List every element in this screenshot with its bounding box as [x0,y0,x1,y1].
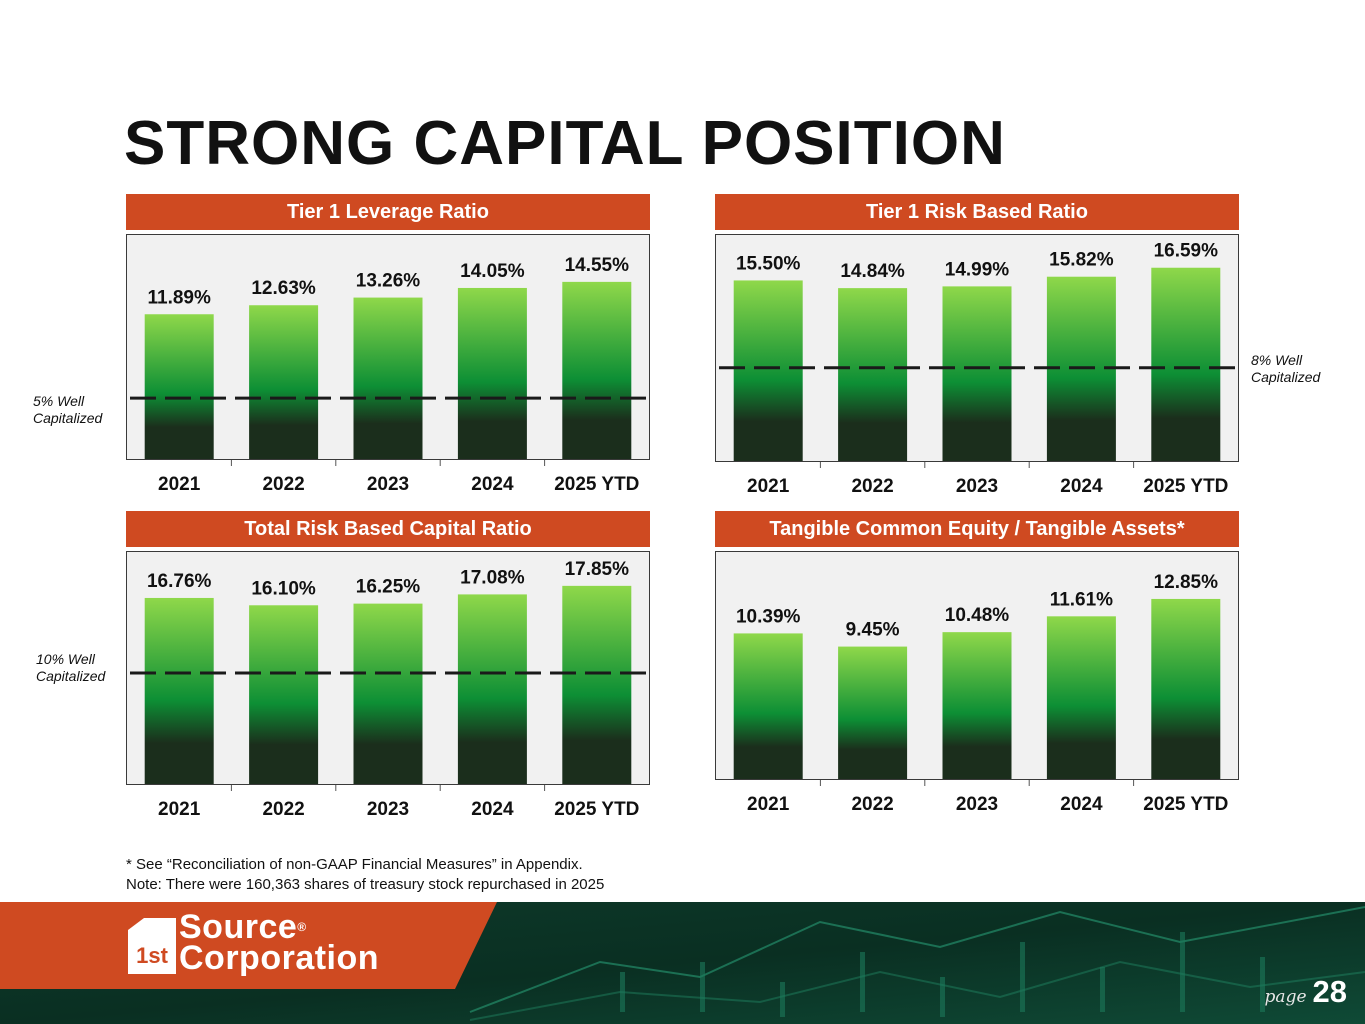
data-label: 9.45% [846,620,900,641]
x-tick-label: 2022 [262,799,304,820]
x-tick-label: 2021 [747,794,790,815]
data-label: 17.85% [565,559,630,580]
logo-text-line2: Corporation [179,939,380,977]
x-tick-label: 2024 [471,799,514,820]
logo-mark-text: 1st [136,943,168,968]
bar-2025-ytd [562,281,632,459]
x-tick-label: 2024 [1060,794,1103,815]
threshold-label-8pct: 8% Well Capitalized [1251,352,1321,385]
chart-title-total-risk-based: Total Risk Based Capital Ratio [126,511,650,547]
data-label: 12.63% [251,278,316,299]
chart-title-tier1-leverage: Tier 1 Leverage Ratio [126,194,650,230]
x-tick-label: 2025 YTD [1143,476,1228,497]
x-tick-label: 2022 [262,474,304,495]
footer-background [0,902,1365,1024]
x-tick-label: 2025 YTD [554,474,639,495]
x-tick-label: 2021 [158,799,201,820]
bar-2021 [733,280,803,461]
x-tick-label: 2021 [747,476,790,497]
data-label: 14.84% [840,261,905,282]
data-label: 14.99% [945,259,1010,280]
bar-2025-ytd [1151,267,1221,461]
data-label: 10.48% [945,605,1010,626]
data-label: 16.76% [147,571,212,592]
bar-2023 [942,286,1012,461]
footnote-non-gaap: * See “Reconciliation of non-GAAP Financ… [126,856,583,873]
bar-2022 [838,646,908,779]
bar-2023 [353,603,423,784]
bar-2021 [144,314,214,459]
x-tick-label: 2024 [471,474,514,495]
data-label: 14.55% [565,255,630,276]
x-tick-label: 2021 [158,474,201,495]
x-tick-label: 2023 [367,474,409,495]
footnotes: * See “Reconciliation of non-GAAP Financ… [126,855,604,895]
company-logo: 1st Source® Corporation [126,910,456,978]
footnote-treasury: Note: There were 160,363 shares of treas… [126,876,605,893]
chart-tier1-risk-based: 15.50% 2021 14.84% 2022 14.99% 2023 15.82% 2024… [715,234,1239,497]
page-label: page [1264,987,1307,1007]
x-tick-label: 2022 [851,476,893,497]
x-tick-label: 2023 [956,476,998,497]
bar-2024 [1046,616,1116,779]
x-tick-label: 2023 [956,794,998,815]
bar-2025-ytd [1151,598,1221,779]
bar-2022 [249,605,319,784]
bar-2024 [457,594,527,784]
data-label: 11.89% [147,287,210,308]
logo-text-line1: Source [179,908,298,946]
x-tick-label: 2025 YTD [1143,794,1228,815]
data-label: 11.61% [1050,589,1113,610]
chart-tier1-leverage: 11.89% 2021 12.63% 2022 13.26% 2023 14.05% 2024… [126,234,650,495]
footer-banner: 1st Source® Corporation [0,902,1365,1024]
logo-registered: ® [297,920,307,934]
chart-total-risk-based: 16.76% 2021 16.10% 2022 16.25% 2023 17.08% 2024… [126,551,650,820]
logo-mark-icon: 1st [128,918,176,974]
x-tick-label: 2023 [367,799,409,820]
chart-title-tce-ta: Tangible Common Equity / Tangible Assets… [715,511,1239,547]
x-tick-label: 2022 [851,794,893,815]
data-label: 16.25% [356,577,421,598]
bar-2024 [457,287,527,459]
bar-2022 [249,305,319,459]
bar-2023 [942,632,1012,779]
bar-2022 [838,288,908,461]
data-label: 12.85% [1154,572,1219,593]
bar-2021 [733,633,803,779]
data-label: 16.59% [1154,241,1219,262]
data-label: 10.39% [736,606,801,627]
chart-tce-ta: 10.39% 2021 9.45% 2022 10.48% 2023 11.61% 2024 1… [715,551,1239,815]
page-number: page 28 [1265,974,1347,1010]
page-number-value: 28 [1312,974,1347,1009]
bar-2023 [353,297,423,459]
x-tick-label: 2025 YTD [554,799,639,820]
data-label: 15.50% [736,253,801,274]
data-label: 16.10% [251,578,316,599]
data-label: 17.08% [460,567,525,588]
threshold-label-5pct: 5% Well Capitalized [33,393,103,426]
data-label: 13.26% [356,271,421,292]
data-label: 14.05% [460,261,525,282]
bar-2025-ytd [562,585,632,784]
page-title: STRONG CAPITAL POSITION [124,109,1006,178]
chart-title-tier1-risk-based: Tier 1 Risk Based Ratio [715,194,1239,230]
bar-2021 [144,597,214,784]
threshold-label-10pct: 10% Well Capitalized [36,651,106,684]
data-label: 15.82% [1049,250,1114,271]
x-tick-label: 2024 [1060,476,1103,497]
